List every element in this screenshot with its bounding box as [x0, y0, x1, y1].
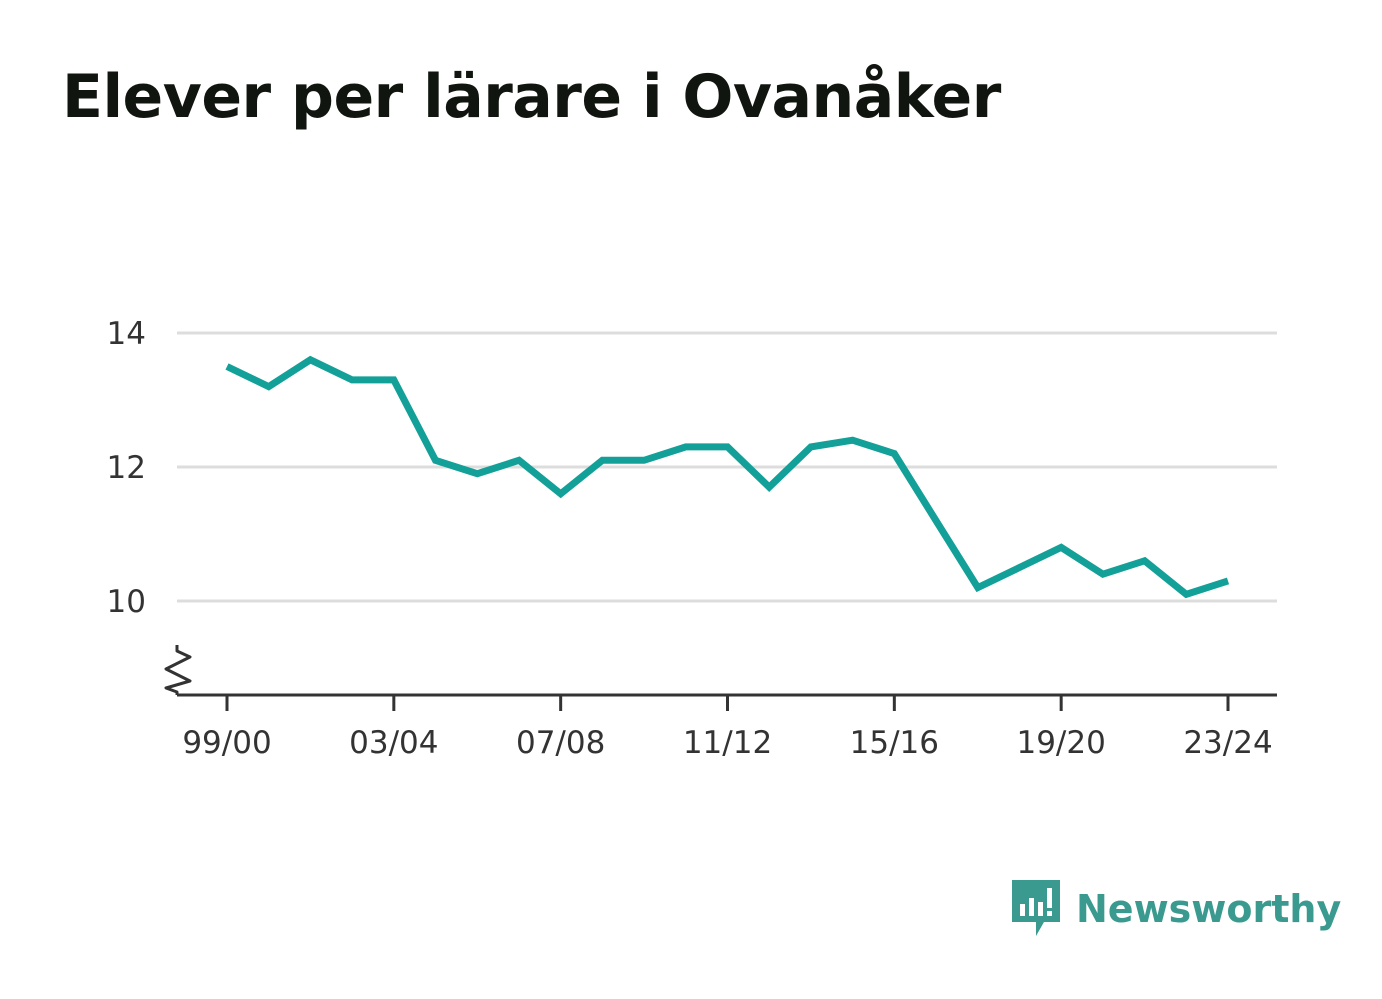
x-tick-label-15/16: 15/16 — [850, 725, 939, 761]
data-point-06/07 — [515, 457, 522, 464]
data-point-17/18 — [974, 584, 981, 591]
data-point-18/19 — [1016, 564, 1023, 571]
series-group — [224, 355, 1232, 599]
data-point-19/20 — [1058, 544, 1065, 551]
x-axis: 99/00 03/04 07/08 11/12 15/16 19/20 23/24 — [164, 645, 1277, 761]
data-point-10/11 — [682, 443, 689, 450]
data-point-00/01 — [265, 383, 272, 390]
data-point-09/10 — [641, 457, 648, 464]
y-tick-label-10: 10 — [107, 584, 146, 620]
data-point-07/08 — [557, 490, 564, 497]
x-tick-label-07/08: 07/08 — [516, 725, 605, 761]
x-tick-label-99/00: 99/00 — [182, 725, 271, 761]
x-tick-label-19/20: 19/20 — [1016, 725, 1105, 761]
newsworthy-logo-icon — [1012, 880, 1060, 936]
chart-title: Elever per lärare i Ovanåker — [62, 62, 1001, 132]
grid-lines — [177, 331, 1277, 603]
data-point-05/06 — [474, 470, 481, 477]
x-tick-label-23/24: 23/24 — [1183, 725, 1272, 761]
data-point-15/16 — [891, 450, 898, 457]
axis-break-icon — [164, 645, 192, 695]
y-axis-ticks: 10 12 14 — [107, 316, 146, 620]
data-point-02/03 — [349, 376, 356, 383]
data-point-03/04 — [390, 376, 397, 383]
series-line-0 — [225, 355, 1230, 599]
data-point-22/23 — [1183, 591, 1190, 598]
data-point-13/14 — [807, 443, 814, 450]
data-point-16/17 — [933, 517, 940, 524]
data-point-08/09 — [599, 457, 606, 464]
data-point-21/22 — [1141, 557, 1148, 564]
brand-logo: Newsworthy — [1010, 878, 1341, 940]
data-point-04/05 — [432, 457, 439, 464]
data-point-01/02 — [307, 356, 314, 363]
y-tick-label-14: 14 — [107, 316, 146, 352]
brand-name: Newsworthy — [1076, 887, 1342, 931]
x-tick-label-11/12: 11/12 — [683, 725, 772, 761]
data-point-12/13 — [766, 484, 773, 491]
data-point-23/24 — [1225, 577, 1232, 584]
data-point-14/15 — [849, 437, 856, 444]
data-point-20/21 — [1099, 571, 1106, 578]
y-tick-label-12: 12 — [107, 450, 146, 486]
data-point-11/12 — [724, 443, 731, 450]
x-tick-label-03/04: 03/04 — [349, 725, 438, 761]
data-point-99/00 — [224, 363, 231, 370]
